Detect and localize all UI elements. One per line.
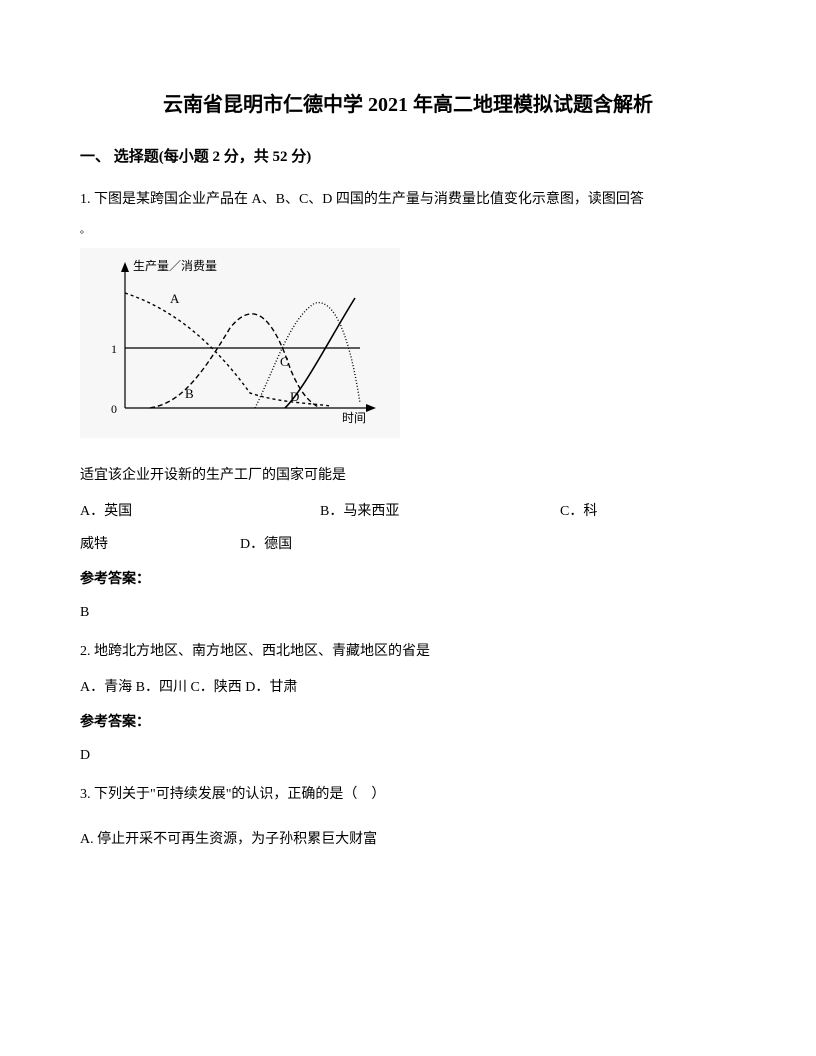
q1-options-line2: 威特 D．德国 — [80, 532, 736, 557]
q1-options-line1: A．英国 B．马来西亚 C．科 — [80, 499, 736, 524]
q2-stem: 2. 地跨北方地区、南方地区、西北地区、青藏地区的省是 — [80, 639, 736, 664]
q1-option-d: D．德国 — [240, 532, 736, 557]
q2-options: A．青海 B．四川 C．陕西 D．甘肃 — [80, 675, 736, 700]
svg-text:1: 1 — [111, 342, 117, 356]
svg-text:A: A — [170, 291, 180, 306]
page-title: 云南省昆明市仁德中学 2021 年高二地理模拟试题含解析 — [80, 90, 736, 120]
q1-option-b: B．马来西亚 — [320, 499, 560, 524]
q3-stem: 3. 下列关于"可持续发展"的认识，正确的是（ ） — [80, 782, 736, 807]
svg-text:时间: 时间 — [342, 411, 366, 425]
svg-text:0: 0 — [111, 402, 117, 416]
q3-option-a: A. 停止开采不可再生资源，为子孙积累巨大财富 — [80, 827, 736, 852]
q2-answer-label: 参考答案： — [80, 710, 736, 735]
ratio-chart: 生产量／消费量 时间 1 0 A B C D — [80, 248, 400, 438]
svg-text:C: C — [280, 354, 289, 369]
q1-stem: 1. 下图是某跨国企业产品在 A、B、C、D 四国的生产量与消费量比值变化示意图… — [80, 187, 736, 212]
q1-option-c-part2: 威特 — [80, 532, 240, 557]
q1-option-c-part1: C．科 — [560, 499, 736, 524]
q1-option-a: A．英国 — [80, 499, 320, 524]
svg-text:生产量／消费量: 生产量／消费量 — [133, 259, 217, 273]
q1-answer-label: 参考答案： — [80, 567, 736, 592]
section-header: 一、 选择题(每小题 2 分，共 52 分) — [80, 144, 736, 171]
svg-text:D: D — [290, 389, 299, 404]
svg-text:B: B — [185, 386, 194, 401]
decorative-circle: 。 — [80, 222, 736, 240]
chart-container: 生产量／消费量 时间 1 0 A B C D — [80, 248, 736, 447]
q1-subquestion: 适宜该企业开设新的生产工厂的国家可能是 — [80, 463, 736, 488]
q1-answer: B — [80, 600, 736, 625]
q2-answer: D — [80, 743, 736, 768]
